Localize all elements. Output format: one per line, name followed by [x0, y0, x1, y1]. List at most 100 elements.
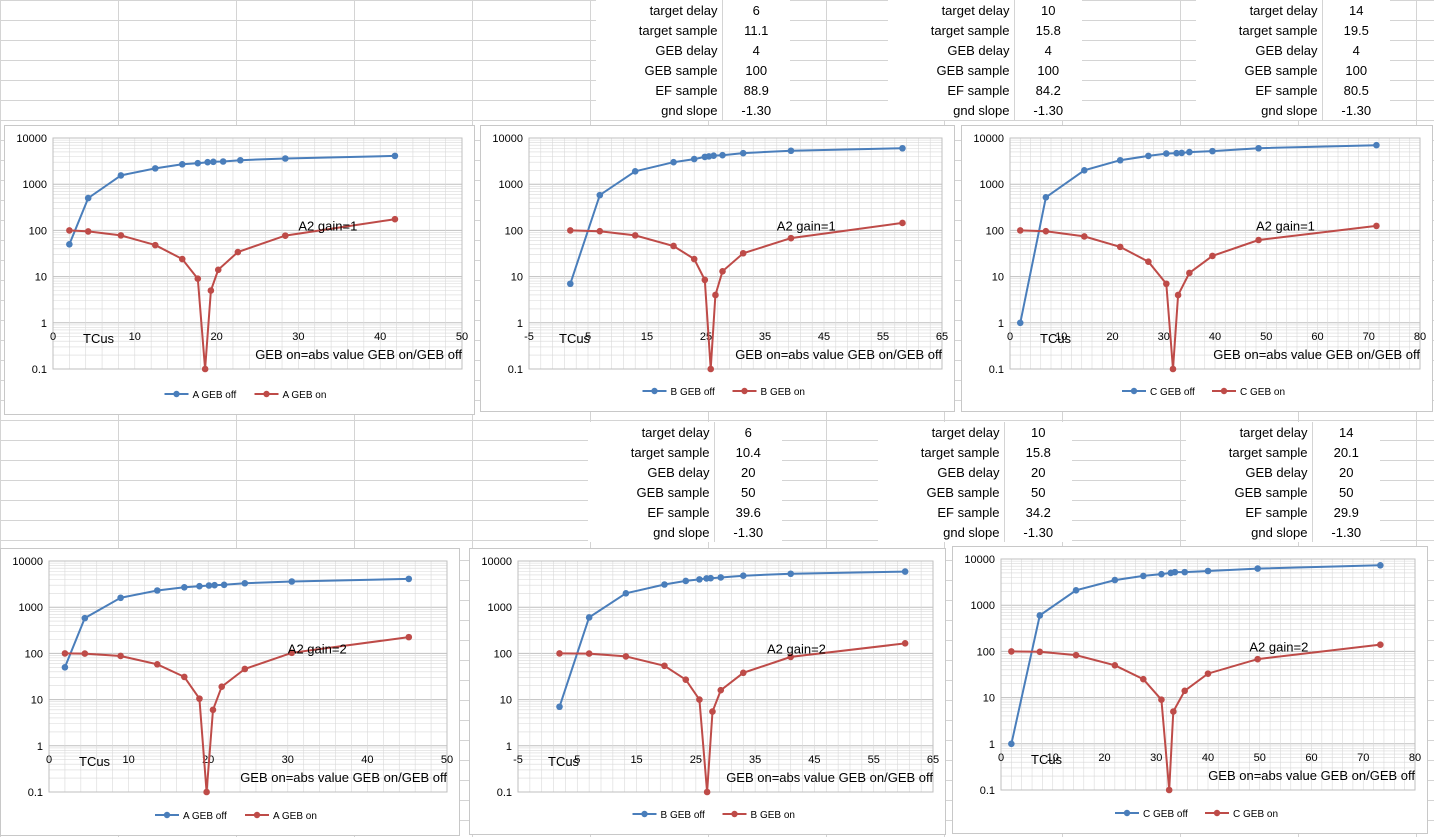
- data-point[interactable]: [117, 172, 125, 179]
- data-point[interactable]: [1111, 576, 1119, 584]
- data-point[interactable]: [1072, 651, 1080, 659]
- data-point[interactable]: [1081, 166, 1088, 174]
- series-1[interactable]: [1016, 222, 1380, 373]
- param-label[interactable]: GEB delay: [647, 464, 710, 480]
- data-point[interactable]: [203, 788, 210, 796]
- param-value[interactable]: 10: [1003, 422, 1072, 442]
- data-point[interactable]: [205, 582, 213, 589]
- data-point[interactable]: [1186, 148, 1193, 156]
- param-value[interactable]: 50: [1003, 482, 1072, 502]
- data-point[interactable]: [1036, 648, 1044, 656]
- param-label[interactable]: target delay: [1249, 2, 1318, 18]
- param-value[interactable]: 10: [1013, 0, 1082, 20]
- data-point[interactable]: [1204, 670, 1212, 677]
- data-point[interactable]: [1254, 565, 1261, 572]
- series-0[interactable]: [61, 575, 413, 671]
- param-label[interactable]: target delay: [1239, 424, 1308, 440]
- data-point[interactable]: [1145, 258, 1152, 266]
- param-label[interactable]: GEB delay: [937, 464, 1000, 480]
- data-point[interactable]: [719, 151, 726, 159]
- data-point[interactable]: [1204, 567, 1212, 575]
- param-value[interactable]: 15.8: [1013, 20, 1082, 40]
- data-point[interactable]: [1255, 236, 1262, 244]
- legend-item[interactable]: A GEB off: [164, 390, 237, 401]
- param-value[interactable]: -1.30: [1321, 100, 1390, 120]
- data-point[interactable]: [1008, 740, 1015, 748]
- data-point[interactable]: [1036, 612, 1044, 619]
- param-label[interactable]: target delay: [931, 424, 1000, 440]
- data-point[interactable]: [153, 661, 161, 668]
- data-point[interactable]: [717, 574, 725, 581]
- data-point[interactable]: [707, 365, 715, 373]
- data-point[interactable]: [631, 168, 639, 175]
- param-label[interactable]: GEB delay: [947, 42, 1010, 58]
- param-value[interactable]: 20: [1003, 462, 1072, 482]
- data-point[interactable]: [214, 266, 222, 274]
- data-point[interactable]: [787, 234, 795, 242]
- param-value[interactable]: 100: [721, 60, 790, 80]
- data-point[interactable]: [218, 683, 226, 691]
- data-point[interactable]: [1181, 568, 1189, 576]
- param-value[interactable]: -1.30: [713, 522, 782, 542]
- data-point[interactable]: [739, 249, 747, 257]
- data-point[interactable]: [181, 673, 188, 681]
- data-point[interactable]: [1209, 252, 1216, 260]
- data-point[interactable]: [719, 268, 726, 275]
- data-point[interactable]: [661, 662, 668, 670]
- data-point[interactable]: [1016, 319, 1024, 327]
- param-value[interactable]: 11.1: [721, 20, 790, 40]
- data-point[interactable]: [117, 652, 124, 660]
- data-point[interactable]: [178, 255, 186, 263]
- data-point[interactable]: [84, 194, 92, 202]
- series-1[interactable]: [1008, 641, 1384, 794]
- data-point[interactable]: [1140, 572, 1147, 580]
- param-value[interactable]: 14: [1321, 0, 1390, 20]
- legend-item[interactable]: A GEB on: [254, 390, 327, 401]
- data-point[interactable]: [739, 572, 747, 580]
- data-point[interactable]: [1170, 708, 1177, 715]
- param-label[interactable]: target sample: [638, 22, 718, 38]
- legend[interactable]: A GEB off A GEB on: [164, 390, 327, 401]
- data-point[interactable]: [194, 275, 202, 283]
- data-point[interactable]: [288, 649, 296, 657]
- legend-item[interactable]: B GEB on: [722, 810, 795, 821]
- data-point[interactable]: [219, 158, 227, 165]
- param-value[interactable]: 15.8: [1003, 442, 1072, 462]
- legend-item[interactable]: C GEB off: [1122, 387, 1195, 398]
- param-label[interactable]: GEB delay: [1245, 464, 1308, 480]
- param-value[interactable]: 20: [713, 462, 782, 482]
- data-point[interactable]: [787, 653, 795, 661]
- legend[interactable]: C GEB off C GEB on: [1122, 387, 1285, 398]
- data-point[interactable]: [1072, 587, 1080, 594]
- data-point[interactable]: [194, 159, 202, 167]
- data-point[interactable]: [1008, 648, 1015, 655]
- param-value[interactable]: 39.6: [713, 502, 782, 522]
- data-point[interactable]: [204, 158, 211, 166]
- data-point[interactable]: [1145, 152, 1152, 160]
- data-point[interactable]: [1377, 562, 1384, 569]
- param-label[interactable]: EF sample: [947, 82, 1010, 98]
- param-label[interactable]: GEB delay: [1255, 42, 1318, 58]
- data-point[interactable]: [1165, 786, 1173, 794]
- data-point[interactable]: [81, 614, 89, 622]
- series-1[interactable]: [567, 219, 906, 373]
- data-point[interactable]: [682, 577, 690, 585]
- data-point[interactable]: [282, 155, 289, 162]
- data-point[interactable]: [1158, 570, 1165, 578]
- data-point[interactable]: [899, 219, 906, 227]
- series-0[interactable]: [1008, 562, 1384, 748]
- chart-a-gain2[interactable]: 10000 1000 100 10 1 0.1 0 10 20 30 40 50 A2 gain=2 TC…: [0, 548, 460, 836]
- param-value[interactable]: 50: [713, 482, 782, 502]
- series-0[interactable]: [66, 152, 399, 248]
- data-point[interactable]: [670, 158, 677, 166]
- param-value[interactable]: 4: [1013, 40, 1082, 60]
- param-label[interactable]: GEB sample: [1244, 62, 1318, 78]
- data-point[interactable]: [66, 227, 73, 234]
- data-point[interactable]: [682, 676, 690, 683]
- data-point[interactable]: [1116, 156, 1124, 164]
- data-point[interactable]: [117, 594, 124, 602]
- data-point[interactable]: [567, 280, 574, 288]
- data-point[interactable]: [696, 696, 703, 703]
- param-value[interactable]: 34.2: [1003, 502, 1072, 522]
- chart-c-gain2[interactable]: 10000 1000 100 10 1 0.1 0 10 20 30 40 50 60 70 80 A2 ga…: [952, 546, 1428, 834]
